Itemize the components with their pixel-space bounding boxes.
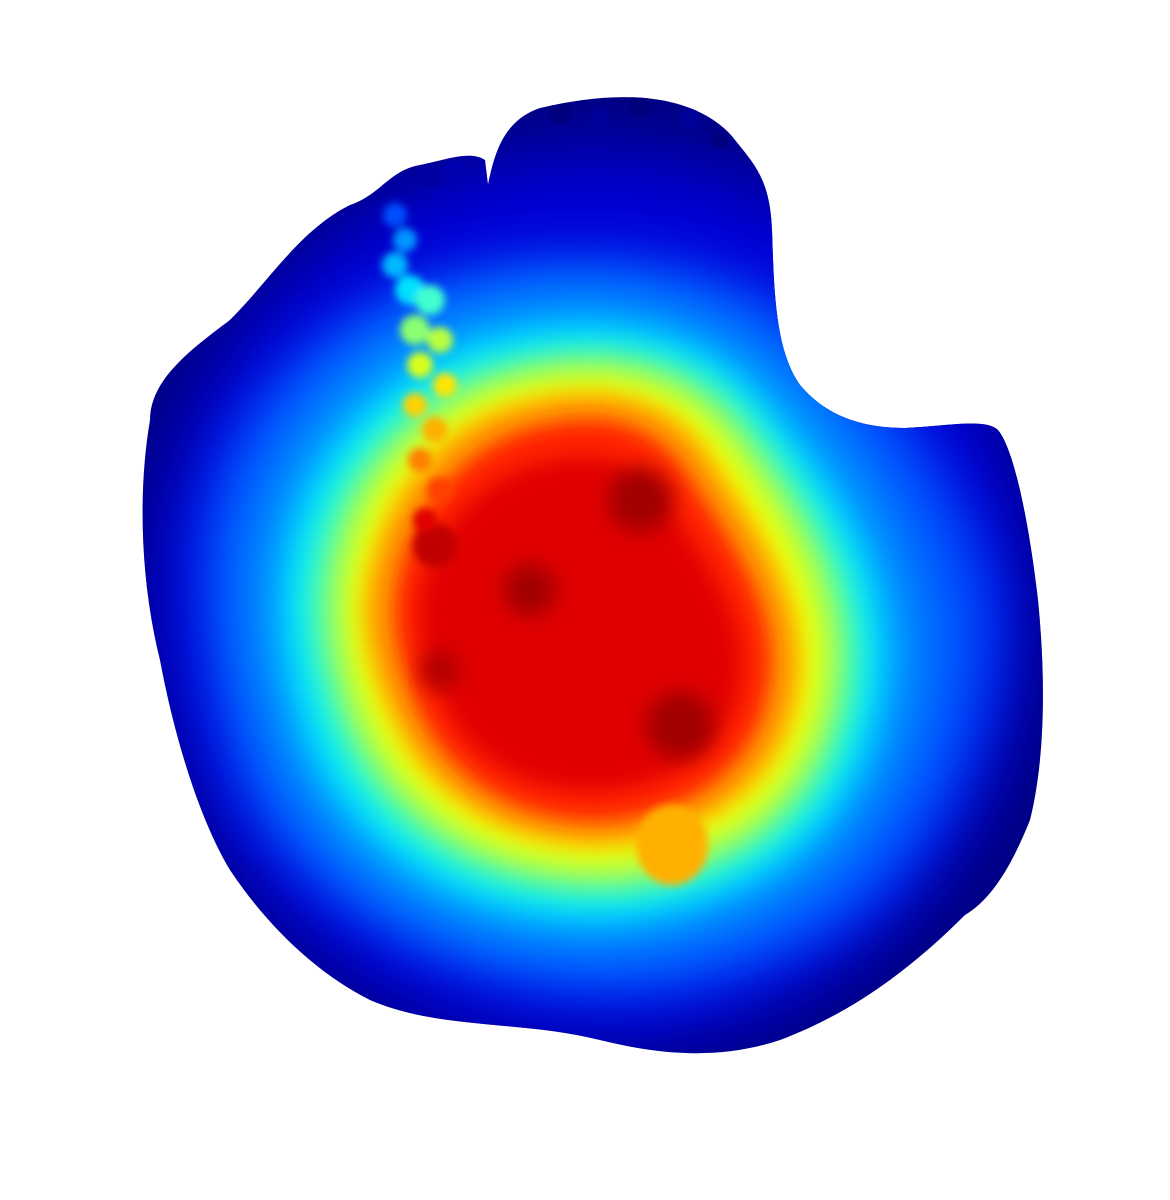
hotspot-4 xyxy=(420,650,460,690)
lobe-bottom xyxy=(636,805,708,885)
hotspot-3 xyxy=(646,691,714,759)
hotspot-2 xyxy=(504,564,556,616)
hotspot-5 xyxy=(413,523,457,567)
hotspot-1 xyxy=(608,468,672,532)
top-edge-detail xyxy=(418,97,729,187)
upper-left-streak xyxy=(382,203,457,532)
